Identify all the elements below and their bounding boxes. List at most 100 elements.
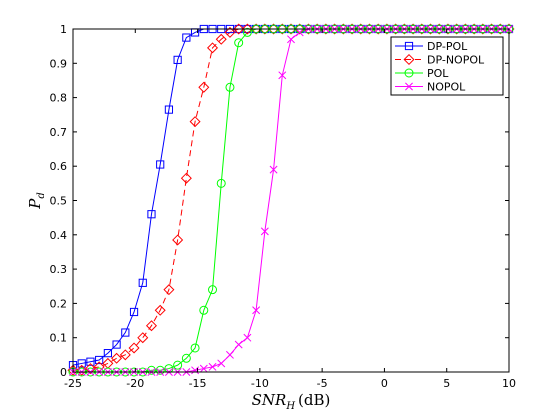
data-point-nopol (217, 359, 226, 368)
data-point-dp-pol (182, 33, 191, 42)
data-point-pol (173, 360, 183, 370)
data-point-pol (181, 353, 191, 363)
data-point-dp-nopol (154, 304, 166, 316)
data-point-dp-nopol (172, 234, 184, 246)
data-point-dp-nopol (294, 23, 306, 35)
data-point-pol (190, 343, 200, 353)
data-point-dp-nopol (425, 23, 437, 35)
data-point-dp-nopol (459, 23, 471, 35)
data-point-nopol (208, 362, 217, 371)
data-point-nopol (226, 350, 234, 359)
data-point-pol (146, 365, 156, 375)
data-point-dp-nopol (494, 23, 506, 35)
data-point-dp-pol (173, 55, 182, 64)
x-axis-label-unit: (dB) (298, 391, 330, 409)
data-point-dp-pol (164, 105, 174, 114)
data-point-dp-nopol (363, 23, 375, 35)
data-point-dp-pol (156, 160, 165, 169)
y-axis-label-main: P (26, 198, 44, 210)
data-point-dp-nopol (180, 172, 192, 184)
x-tick-label: 5 (443, 377, 450, 390)
data-point-dp-nopol (329, 23, 341, 35)
legend-label-dp-pol: DP-POL (427, 40, 468, 53)
data-point-dp-nopol (451, 23, 463, 35)
x-axis-label: SNRH (dB) (252, 391, 331, 412)
data-point-pol (234, 38, 244, 48)
data-point-dp-pol (129, 307, 139, 317)
axis-ticks (72, 28, 510, 373)
data-point-dp-pol (112, 340, 121, 349)
legend-marker-dp-nopol (403, 53, 415, 66)
y-axis-label-subscript: d (36, 192, 47, 198)
y-tick-label: 0 (60, 366, 67, 379)
legend-label-nopol: NOPOL (427, 81, 466, 94)
data-point-dp-nopol (372, 23, 384, 35)
data-point-dp-pol (138, 278, 147, 287)
data-point-dp-nopol (355, 23, 367, 35)
data-point-dp-nopol (241, 23, 253, 35)
data-point-dp-nopol (486, 23, 498, 35)
y-tick-label: 0.4 (50, 229, 68, 242)
data-point-dp-nopol (337, 23, 349, 35)
data-point-dp-nopol (390, 23, 402, 35)
data-point-dp-nopol (477, 23, 489, 35)
data-point-nopol (234, 340, 243, 349)
data-point-dp-nopol (346, 23, 358, 35)
legend-label-dp-nopol: DP-NOPOL (427, 54, 485, 67)
y-tick-label: 0.7 (50, 126, 68, 139)
data-point-nopol (278, 71, 287, 80)
data-point-nopol (191, 366, 200, 375)
data-point-dp-pol (95, 355, 104, 365)
data-point-pol (225, 82, 235, 92)
y-axis-label: Pd (26, 192, 47, 210)
data-point-nopol (199, 364, 208, 373)
data-point-dp-nopol (285, 23, 297, 35)
data-point-dp-nopol (250, 23, 262, 35)
data-point-dp-nopol (207, 42, 219, 54)
data-point-nopol (287, 35, 295, 44)
data-point-nopol (252, 306, 261, 315)
data-point-dp-nopol (137, 332, 149, 344)
y-tick-label: 0.5 (50, 195, 68, 208)
data-point-dp-nopol (468, 23, 480, 35)
data-point-dp-nopol (111, 352, 123, 364)
data-point-dp-pol (147, 210, 156, 219)
x-tick-label: -20 (126, 377, 144, 390)
data-point-dp-nopol (320, 23, 332, 35)
data-point-nopol (269, 165, 278, 174)
data-point-dp-nopol (128, 342, 140, 354)
data-point-dp-nopol (407, 23, 419, 35)
data-point-dp-nopol (398, 23, 410, 35)
data-point-pol (242, 27, 252, 37)
data-point-dp-nopol (119, 349, 131, 361)
data-point-dp-nopol (198, 81, 210, 93)
data-point-dp-nopol (311, 23, 323, 35)
data-point-nopol (295, 28, 304, 37)
data-point-pol (216, 178, 226, 188)
axis-tick-labels: -25 -20 -15 -10 -5 0 5 10 0 0.1 0.2 0.3 0.4 0.5 0.6 0.7… (50, 23, 517, 390)
data-point-nopol (243, 333, 252, 342)
y-tick-label: 0.6 (50, 160, 68, 173)
data-point-dp-nopol (233, 23, 245, 35)
data-point-dp-nopol (84, 363, 96, 375)
x-tick-label: 0 (381, 377, 388, 390)
x-tick-label: -5 (317, 377, 328, 390)
x-tick-label: -25 (64, 377, 82, 390)
x-tick-label: -15 (189, 377, 207, 390)
data-point-dp-nopol (215, 33, 227, 45)
data-point-dp-nopol (145, 320, 157, 332)
data-point-pol (155, 365, 165, 375)
legend-label-pol: POL (427, 67, 449, 80)
data-point-dp-nopol (224, 26, 236, 38)
data-point-dp-nopol (268, 23, 280, 35)
legend-marker-nopol (405, 82, 413, 91)
data-point-dp-pol (86, 357, 95, 366)
data-point-dp-nopol (276, 23, 288, 35)
data-point-pol (208, 285, 218, 295)
data-point-dp-pol (103, 349, 112, 358)
data-point-dp-nopol (442, 23, 454, 35)
data-point-dp-nopol (259, 23, 271, 35)
